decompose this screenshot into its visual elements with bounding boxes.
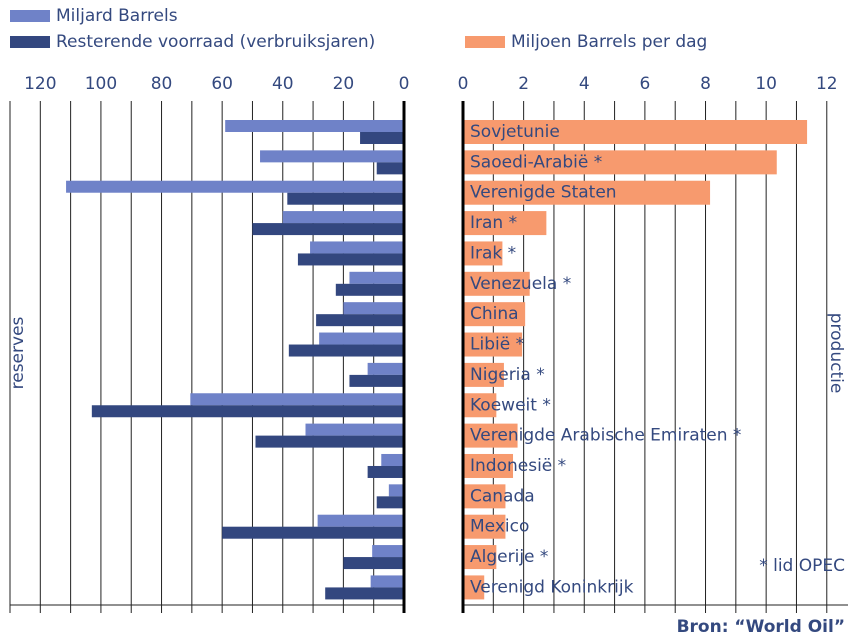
source: Bron: “World Oil” bbox=[677, 617, 845, 637]
bar bbox=[463, 211, 547, 236]
bar bbox=[282, 211, 404, 224]
category-label: Iran * bbox=[470, 213, 517, 233]
category-label: Sovjetunie bbox=[470, 122, 560, 142]
category-label: Venezuela * bbox=[470, 274, 571, 294]
bar bbox=[360, 132, 404, 144]
bar bbox=[305, 423, 404, 436]
x-tick-label: 4 bbox=[579, 74, 590, 94]
bar bbox=[463, 241, 503, 266]
bar bbox=[252, 223, 404, 236]
bar bbox=[463, 575, 485, 600]
x-tick-label: 2 bbox=[518, 74, 529, 94]
bar bbox=[381, 453, 404, 466]
x-tick-label: 6 bbox=[639, 74, 650, 94]
category-label: Canada bbox=[470, 486, 535, 506]
category-label: Irak * bbox=[470, 243, 516, 263]
category-label: Indonesië * bbox=[470, 456, 566, 476]
axis-label: productie bbox=[826, 313, 846, 394]
bar bbox=[316, 314, 404, 327]
bar bbox=[372, 545, 404, 558]
bar bbox=[225, 120, 404, 132]
legend-swatch bbox=[10, 36, 50, 48]
bar bbox=[463, 302, 526, 327]
bar bbox=[388, 484, 404, 497]
bar bbox=[319, 332, 404, 345]
x-tick-label: 0 bbox=[399, 74, 410, 94]
x-tick-label: 10 bbox=[755, 74, 777, 94]
legend-label: Miljoen Barrels per dag bbox=[511, 32, 707, 52]
bar bbox=[463, 332, 523, 357]
x-tick-label: 100 bbox=[85, 74, 117, 94]
bar bbox=[343, 302, 404, 315]
x-tick-label: 20 bbox=[333, 74, 355, 94]
category-label: Verenigd Koninkrijk bbox=[470, 577, 634, 597]
category-label: Verenigde Arabische Emiraten * bbox=[470, 426, 741, 446]
category-label: Saoedi-Arabië * bbox=[470, 152, 602, 172]
bar bbox=[325, 587, 404, 600]
bar bbox=[349, 271, 404, 284]
bar bbox=[463, 514, 506, 539]
bar bbox=[288, 344, 404, 357]
bar bbox=[376, 496, 404, 509]
category-label: Libië * bbox=[470, 335, 524, 355]
bar bbox=[66, 180, 405, 193]
bar bbox=[376, 162, 404, 175]
bar bbox=[463, 180, 711, 205]
annotation: * lid OPEC bbox=[759, 556, 845, 576]
category-label: Verenigde Staten bbox=[470, 183, 617, 203]
bar bbox=[367, 465, 404, 478]
bar bbox=[463, 120, 808, 144]
bar bbox=[463, 545, 497, 570]
category-label: Koeweit * bbox=[470, 395, 551, 415]
bar bbox=[255, 435, 404, 448]
bar bbox=[317, 514, 404, 527]
bar bbox=[463, 423, 518, 448]
bar bbox=[91, 405, 404, 418]
bar bbox=[297, 253, 404, 266]
bar bbox=[310, 241, 404, 254]
legend-swatch bbox=[10, 10, 50, 22]
bar bbox=[335, 283, 404, 296]
category-label: China bbox=[470, 304, 519, 324]
legend-swatch bbox=[465, 36, 505, 48]
x-tick-label: 80 bbox=[151, 74, 173, 94]
x-tick-label: 120 bbox=[24, 74, 56, 94]
bar bbox=[222, 526, 404, 539]
legend-label: Resterende voorraad (verbruiksjaren) bbox=[56, 32, 375, 52]
bar bbox=[463, 271, 530, 296]
x-tick-label: 40 bbox=[272, 74, 294, 94]
legend-label: Miljard Barrels bbox=[56, 6, 178, 26]
bar bbox=[463, 484, 506, 509]
category-label: Nigeria * bbox=[470, 365, 545, 385]
bar bbox=[349, 374, 404, 387]
axis-label: reserves bbox=[8, 316, 28, 389]
category-label: Mexico bbox=[470, 517, 529, 537]
bar bbox=[463, 393, 497, 418]
bar bbox=[370, 575, 404, 588]
bar bbox=[190, 393, 404, 406]
category-label: Algerije * bbox=[470, 547, 548, 567]
bar bbox=[463, 453, 514, 478]
bar bbox=[463, 150, 777, 175]
x-tick-label: 8 bbox=[700, 74, 711, 94]
bar bbox=[343, 557, 404, 570]
x-tick-label: 60 bbox=[211, 74, 233, 94]
bar bbox=[367, 362, 404, 375]
bar bbox=[463, 362, 504, 387]
x-tick-label: 12 bbox=[816, 74, 838, 94]
bar bbox=[260, 150, 404, 163]
x-tick-label: 0 bbox=[458, 74, 469, 94]
bar bbox=[287, 192, 404, 205]
